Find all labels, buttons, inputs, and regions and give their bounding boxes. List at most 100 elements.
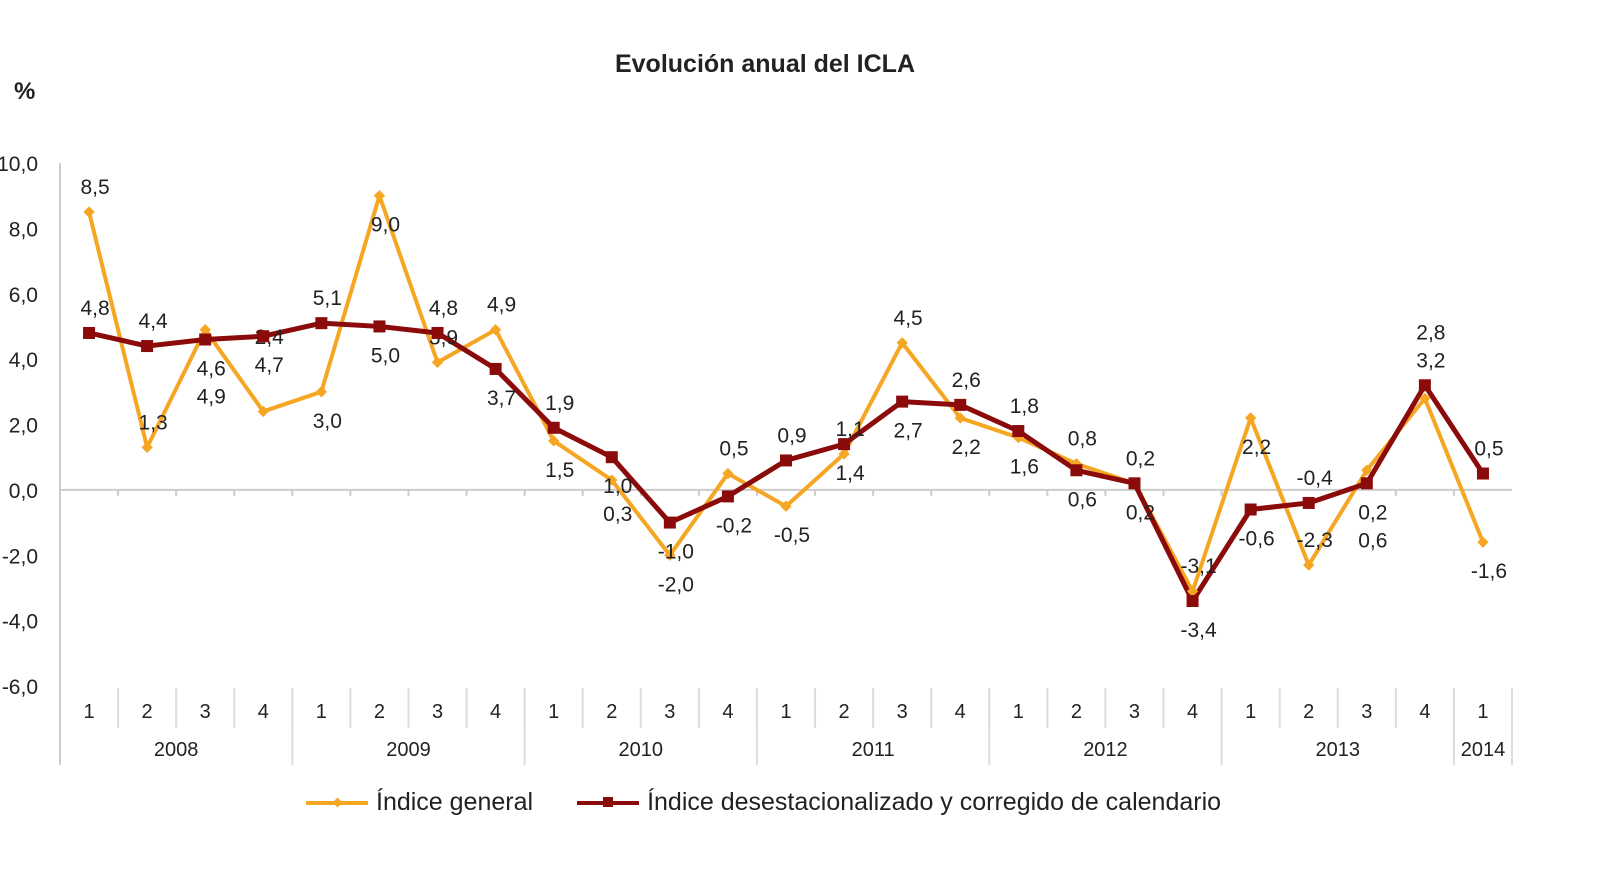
data-label: -3,4 [1180, 619, 1217, 642]
data-label: 0,2 [1126, 447, 1155, 470]
data-point-general [1244, 412, 1257, 424]
quarter-label: 1 [83, 701, 94, 723]
data-point-desestacionalizado [1476, 467, 1489, 480]
y-axis-unit: % [14, 78, 36, 105]
data-label: -2,0 [658, 573, 694, 596]
data-point-desestacionalizado [780, 454, 792, 467]
data-point-general [1186, 585, 1199, 597]
data-point-general [838, 448, 850, 460]
data-label: 4,7 [255, 354, 284, 377]
data-label: 0,2 [1358, 501, 1387, 524]
data-point-desestacionalizado [83, 326, 96, 339]
data-label: 1,0 [603, 475, 632, 498]
legend-swatch-desestacionalizado [577, 796, 640, 807]
legend-label: Índice desestacionalizado y corregido de… [647, 788, 1222, 816]
data-point-desestacionalizado [257, 330, 270, 343]
data-label: 2,8 [1416, 321, 1445, 344]
data-label: -0,2 [716, 514, 752, 537]
data-point-desestacionalizado [199, 333, 212, 346]
data-label: 1,6 [1010, 456, 1039, 479]
data-point-desestacionalizado [1128, 477, 1141, 490]
data-point-desestacionalizado [489, 362, 502, 375]
y-tick-label: 6,0 [9, 284, 38, 307]
data-label: 0,3 [603, 503, 632, 526]
data-point-desestacionalizado [1012, 425, 1025, 438]
data-label: 1,9 [545, 392, 574, 415]
data-point-general [1477, 536, 1489, 548]
year-label: 2011 [852, 739, 895, 761]
data-point-general [257, 405, 269, 418]
data-label: 1,5 [545, 459, 574, 482]
data-label: 5,0 [371, 344, 400, 367]
y-tick-label: 2,0 [9, 415, 38, 438]
data-label: 4,4 [139, 310, 169, 333]
year-label: 2009 [386, 739, 431, 761]
data-point-general [954, 412, 966, 424]
data-point-general [896, 337, 908, 349]
quarter-label: 4 [955, 701, 966, 723]
data-label: 9,0 [371, 214, 400, 237]
quarter-label: 4 [258, 701, 269, 723]
data-point-general [83, 206, 95, 218]
data-label: 0,5 [1474, 438, 1503, 461]
quarter-label: 1 [1245, 701, 1256, 723]
quarter-label: 1 [780, 701, 791, 723]
data-point-desestacionalizado [663, 516, 676, 529]
data-point-general [1419, 392, 1431, 405]
data-label: 8,5 [80, 176, 109, 199]
data-point-general [141, 441, 153, 454]
data-point-general [722, 467, 734, 480]
data-point-general [1303, 559, 1315, 571]
data-point-desestacionalizado [838, 438, 851, 451]
data-label: 4,8 [429, 297, 458, 320]
data-label: 2,2 [952, 436, 981, 459]
data-point-desestacionalizado [1244, 503, 1257, 516]
data-label: 1,3 [139, 411, 168, 434]
data-label: 3,2 [1416, 349, 1445, 372]
data-point-desestacionalizado [954, 398, 967, 411]
data-label: 3,0 [313, 410, 342, 433]
data-label: -0,6 [1239, 527, 1275, 550]
data-point-desestacionalizado [547, 421, 560, 434]
data-label: 0,8 [1068, 428, 1097, 451]
data-label: 0,6 [1358, 529, 1387, 552]
data-label: 0,6 [1068, 488, 1097, 511]
data-label: 4,9 [487, 294, 516, 317]
data-point-general [373, 190, 386, 202]
data-label: 1,4 [835, 462, 865, 485]
data-label: -0,5 [774, 524, 810, 547]
y-tick-label: 4,0 [9, 349, 38, 372]
quarter-label: 2 [142, 701, 153, 723]
quarter-label: 4 [1187, 701, 1198, 723]
year-label: 2010 [619, 739, 664, 761]
data-point-desestacionalizado [605, 451, 618, 464]
data-point-general [606, 474, 618, 486]
data-point-desestacionalizado [896, 395, 909, 408]
quarter-label: 3 [664, 701, 675, 723]
quarter-label: 3 [432, 701, 443, 723]
chart-title: Evolución anual del ICLA [614, 50, 916, 78]
data-label: 3,7 [487, 387, 516, 410]
quarter-label: 2 [1071, 701, 1082, 723]
data-label: 5,1 [313, 287, 342, 310]
data-label: 0,5 [719, 438, 748, 461]
legend-swatch-general [306, 797, 368, 807]
quarter-label: 1 [1477, 701, 1488, 723]
quarter-label: 1 [548, 701, 559, 723]
quarter-label: 2 [606, 701, 617, 723]
data-label: 0,2 [1126, 501, 1155, 524]
year-label: 2014 [1461, 739, 1506, 761]
quarter-label: 4 [490, 701, 501, 723]
data-label: -2,3 [1297, 529, 1333, 552]
data-label: -1,0 [658, 541, 694, 564]
data-point-desestacionalizado [315, 317, 328, 330]
data-label: 2,6 [952, 369, 981, 392]
data-label: 2,7 [894, 420, 923, 443]
quarter-label: 2 [374, 701, 385, 723]
data-point-general [548, 435, 560, 447]
quarter-label: 2 [1303, 701, 1314, 723]
data-label: 1,8 [1010, 395, 1039, 418]
data-point-general [199, 324, 211, 336]
data-point-desestacionalizado [431, 326, 444, 339]
